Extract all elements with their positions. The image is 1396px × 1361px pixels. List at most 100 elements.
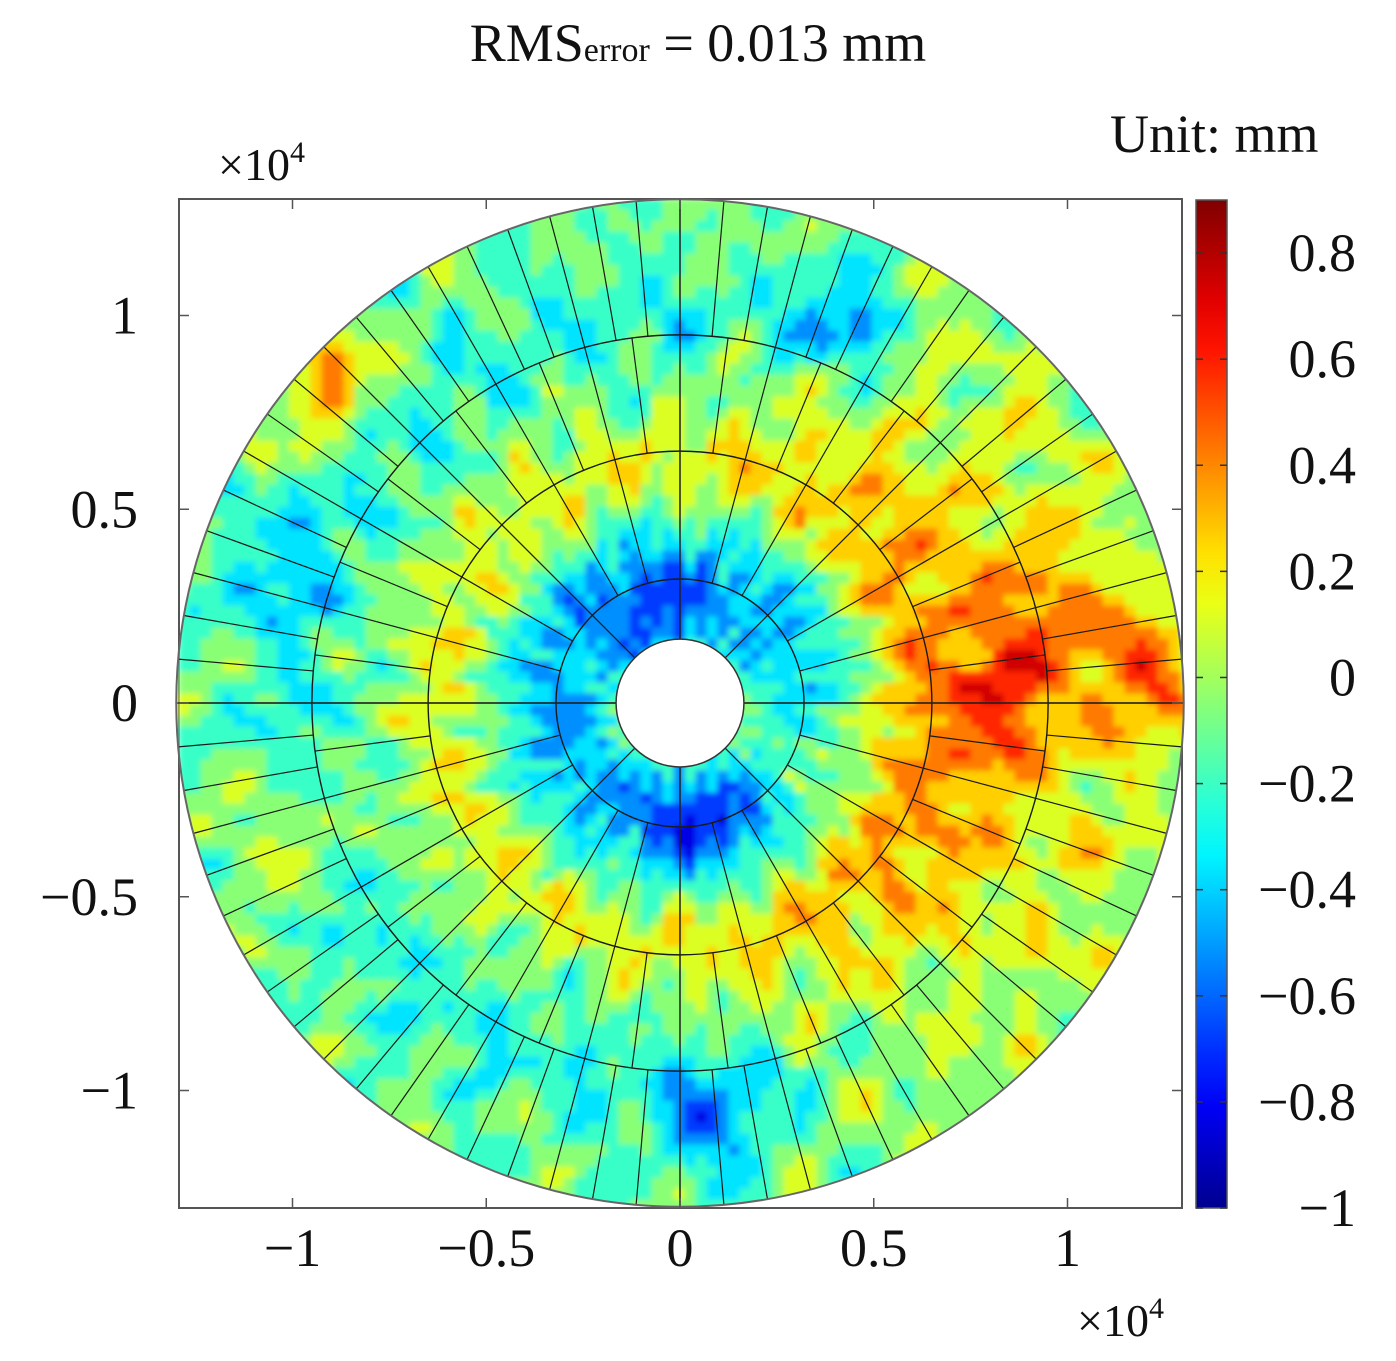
contour-cell [530, 242, 543, 255]
contour-cell [717, 330, 730, 343]
contour-cell [563, 550, 576, 563]
contour-cell [442, 352, 455, 365]
contour-cell [1003, 451, 1016, 464]
contour-cell [794, 462, 807, 475]
contour-cell [651, 770, 664, 783]
contour-cell [376, 385, 389, 398]
contour-cell [1102, 880, 1115, 893]
contour-cell [1025, 836, 1038, 849]
contour-cell [1102, 418, 1115, 431]
contour-cell [310, 715, 323, 728]
contour-cell [871, 616, 884, 629]
contour-cell [475, 319, 488, 332]
contour-cell [1091, 517, 1104, 530]
contour-cell [970, 759, 983, 772]
contour-cell [266, 473, 279, 486]
contour-cell [409, 869, 422, 882]
contour-cell [838, 528, 851, 541]
contour-cell [1003, 726, 1016, 739]
contour-cell [541, 792, 554, 805]
contour-cell [860, 594, 873, 607]
contour-cell [497, 715, 510, 728]
contour-cell [1025, 847, 1038, 860]
contour-cell [618, 649, 631, 662]
contour-cell [629, 209, 642, 222]
contour-cell [1113, 869, 1126, 882]
contour-cell [1069, 583, 1082, 596]
contour-cell [244, 737, 257, 750]
contour-cell [266, 638, 279, 651]
contour-cell [607, 825, 620, 838]
contour-cell [970, 649, 983, 662]
contour-cell [1014, 484, 1027, 497]
contour-cell [959, 363, 972, 376]
contour-cell [959, 264, 972, 277]
contour-cell [761, 495, 774, 508]
contour-cell [761, 671, 774, 684]
contour-cell [1014, 473, 1027, 486]
contour-cell [519, 770, 532, 783]
contour-cell [706, 803, 719, 816]
contour-cell [761, 418, 774, 431]
contour-cell [530, 616, 543, 629]
contour-cell [618, 572, 631, 585]
contour-cell [431, 638, 444, 651]
contour-cell [684, 858, 697, 871]
contour-cell [937, 341, 950, 354]
contour-cell [563, 462, 576, 475]
contour-cell [1102, 781, 1115, 794]
contour-cell [497, 638, 510, 651]
contour-cell [640, 770, 653, 783]
contour-cell [893, 440, 906, 453]
contour-cell [244, 517, 257, 530]
contour-cell [717, 517, 730, 530]
contour-cell [1157, 594, 1170, 607]
contour-cell [244, 858, 257, 871]
contour-cell [354, 649, 367, 662]
contour-cell [266, 792, 279, 805]
contour-cell [1080, 561, 1093, 574]
contour-cell [563, 275, 576, 288]
contour-cell [233, 858, 246, 871]
contour-cell [200, 770, 213, 783]
contour-cell [530, 759, 543, 772]
contour-cell [728, 825, 741, 838]
contour-cell [1135, 825, 1148, 838]
contour-cell [1036, 825, 1049, 838]
contour-cell [1135, 539, 1148, 552]
contour-cell [838, 671, 851, 684]
contour-cell [1014, 748, 1027, 761]
contour-cell [574, 539, 587, 552]
contour-cell [398, 341, 411, 354]
contour-cell [508, 572, 521, 585]
contour-cell [1014, 495, 1027, 508]
contour-cell [904, 363, 917, 376]
contour-cell [585, 561, 598, 574]
contour-cell [640, 539, 653, 552]
contour-cell [1003, 385, 1016, 398]
contour-cell [739, 561, 752, 574]
contour-cell [684, 199, 697, 211]
contour-cell [838, 374, 851, 387]
contour-cell [1091, 484, 1104, 497]
contour-cell [519, 858, 532, 871]
contour-cell [651, 286, 664, 299]
contour-cell [695, 319, 708, 332]
contour-cell [585, 495, 598, 508]
contour-cell [233, 847, 246, 860]
contour-cell [970, 671, 983, 684]
contour-cell [882, 814, 895, 827]
contour-cell [860, 814, 873, 827]
contour-cell [838, 880, 851, 893]
contour-cell [695, 627, 708, 640]
contour-cell [981, 396, 994, 409]
contour-cell [816, 627, 829, 640]
contour-cell [453, 792, 466, 805]
contour-cell [552, 770, 565, 783]
contour-cell [871, 363, 884, 376]
contour-cell [200, 627, 213, 640]
contour-cell [1047, 803, 1060, 816]
contour-cell [1146, 616, 1159, 629]
contour-cell [805, 858, 818, 871]
contour-cell [871, 572, 884, 585]
